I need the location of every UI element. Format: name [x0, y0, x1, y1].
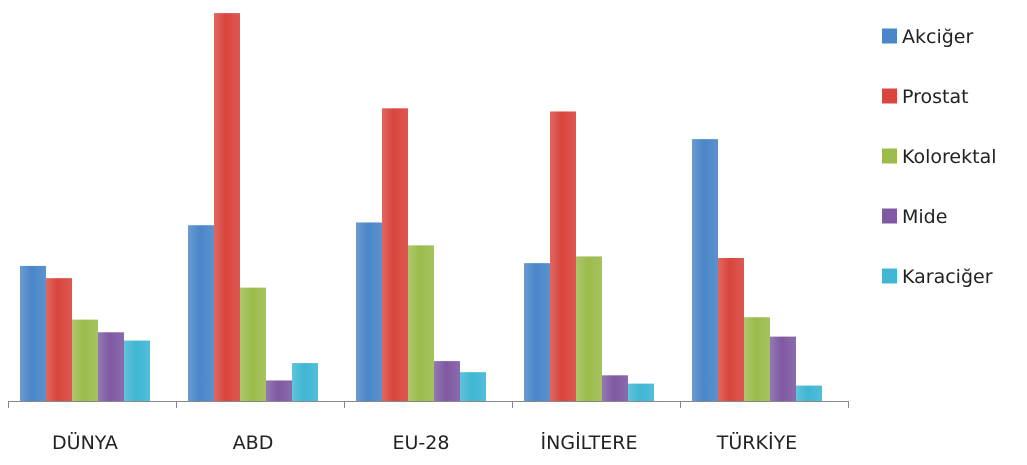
bar-1-1 [214, 13, 240, 402]
legend-swatch [882, 148, 897, 164]
bar-1-0 [188, 225, 214, 401]
bar-3-3 [602, 375, 628, 401]
bar-2-0 [356, 222, 382, 401]
category-labels: DÜNYA ABD EU-28 İNGİLTERE TÜRKİYE [52, 431, 797, 454]
bar-3-2 [576, 256, 602, 401]
x-axis [8, 401, 849, 408]
legend-swatch [882, 28, 897, 44]
legend-label: Mide [902, 206, 947, 228]
legend-item: Akciğer [882, 26, 973, 48]
bar-0-0 [20, 265, 46, 401]
bar-4-4 [796, 385, 822, 401]
bars-layer [20, 13, 822, 402]
bar-0-1 [46, 278, 72, 401]
legend: Akciğer Prostat Kolorektal Mide Karaciğer [882, 26, 997, 288]
bar-3-1 [550, 111, 576, 401]
bar-0-2 [72, 319, 98, 401]
bar-0-3 [98, 332, 124, 401]
category-label: TÜRKİYE [716, 431, 797, 454]
category-label: EU-28 [393, 432, 450, 454]
bar-3-4 [628, 383, 654, 401]
bar-4-1 [718, 258, 744, 401]
legend-label: Akciğer [902, 26, 973, 48]
legend-item: Karaciğer [882, 266, 993, 288]
legend-label: Prostat [902, 86, 969, 108]
legend-swatch [882, 208, 897, 224]
bar-3-0 [524, 263, 550, 401]
category-label: ABD [233, 432, 274, 454]
legend-swatch [882, 268, 897, 284]
bar-4-3 [770, 336, 796, 401]
bar-4-0 [692, 139, 718, 402]
bar-2-4 [460, 372, 486, 401]
legend-item: Kolorektal [882, 146, 997, 168]
bar-0-4 [124, 340, 150, 401]
bar-1-3 [266, 380, 292, 401]
legend-swatch [882, 88, 897, 104]
legend-item: Prostat [882, 86, 969, 108]
legend-label: Karaciğer [902, 266, 993, 288]
category-label: DÜNYA [52, 431, 118, 454]
legend-item: Mide [882, 206, 947, 228]
bar-1-4 [292, 363, 318, 401]
bar-2-1 [382, 108, 408, 402]
bar-2-2 [408, 245, 434, 401]
bar-2-3 [434, 361, 460, 401]
bar-1-2 [240, 287, 266, 401]
legend-label: Kolorektal [902, 146, 997, 168]
bar-4-2 [744, 317, 770, 401]
category-label: İNGİLTERE [541, 431, 638, 454]
